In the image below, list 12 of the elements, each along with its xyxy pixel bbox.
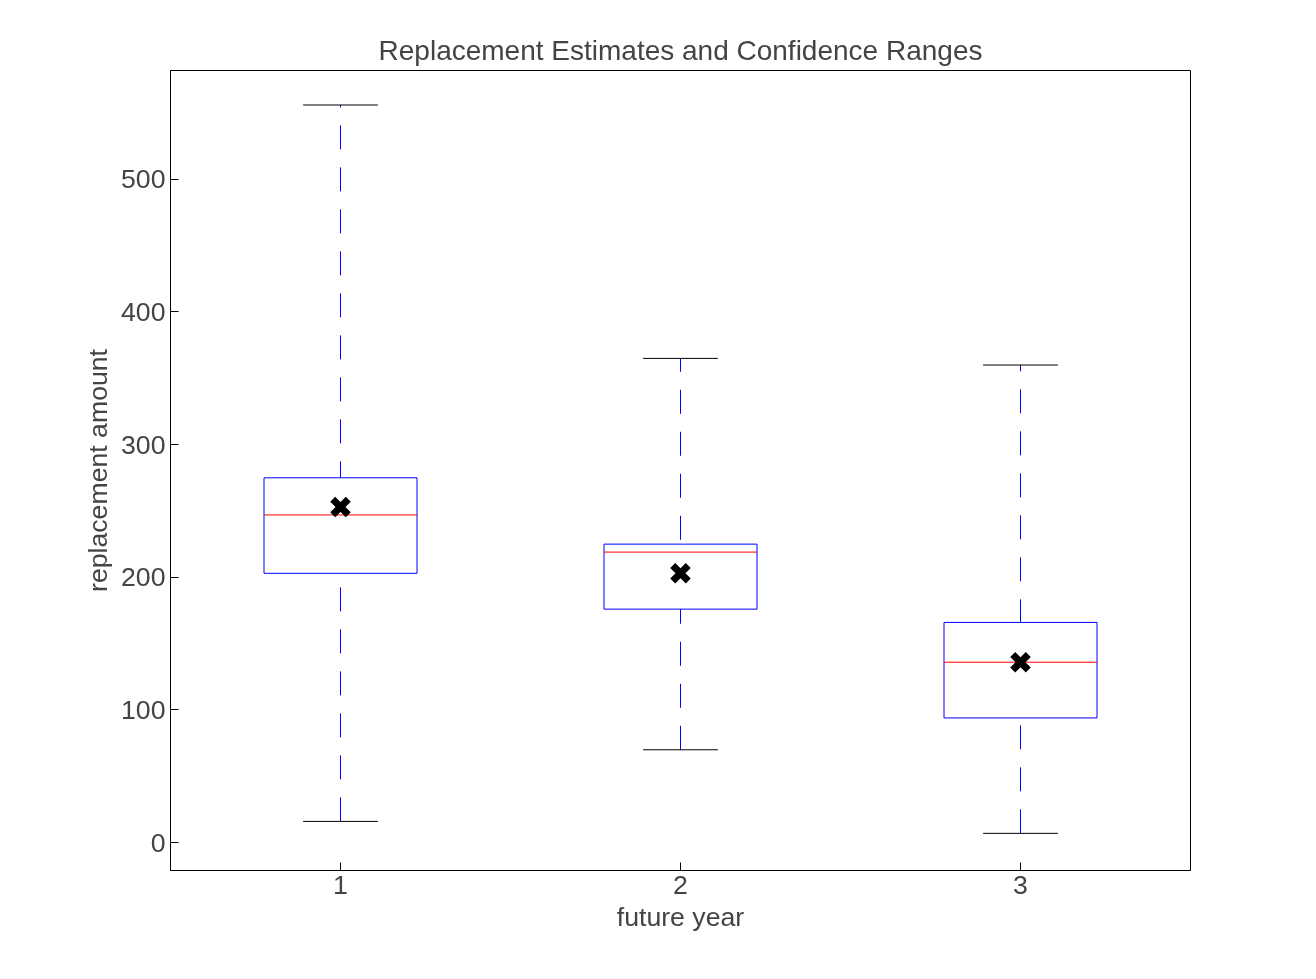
y-tick-label: 400 <box>121 296 166 327</box>
chart-title: Replacement Estimates and Confidence Ranges <box>378 34 983 66</box>
x-tick-label: 3 <box>1013 869 1028 900</box>
y-tick-label: 0 <box>150 827 166 858</box>
y-tick-label: 200 <box>121 562 166 593</box>
y-tick-label: 100 <box>121 694 166 725</box>
y-axis-title: replacement amount <box>83 348 114 592</box>
y-tick-label: 500 <box>121 164 166 195</box>
x-tick-label: 2 <box>673 869 688 900</box>
y-tick-label: 300 <box>121 429 166 460</box>
x-tick-label: 1 <box>333 869 348 900</box>
x-axis-title: future year <box>616 901 745 932</box>
